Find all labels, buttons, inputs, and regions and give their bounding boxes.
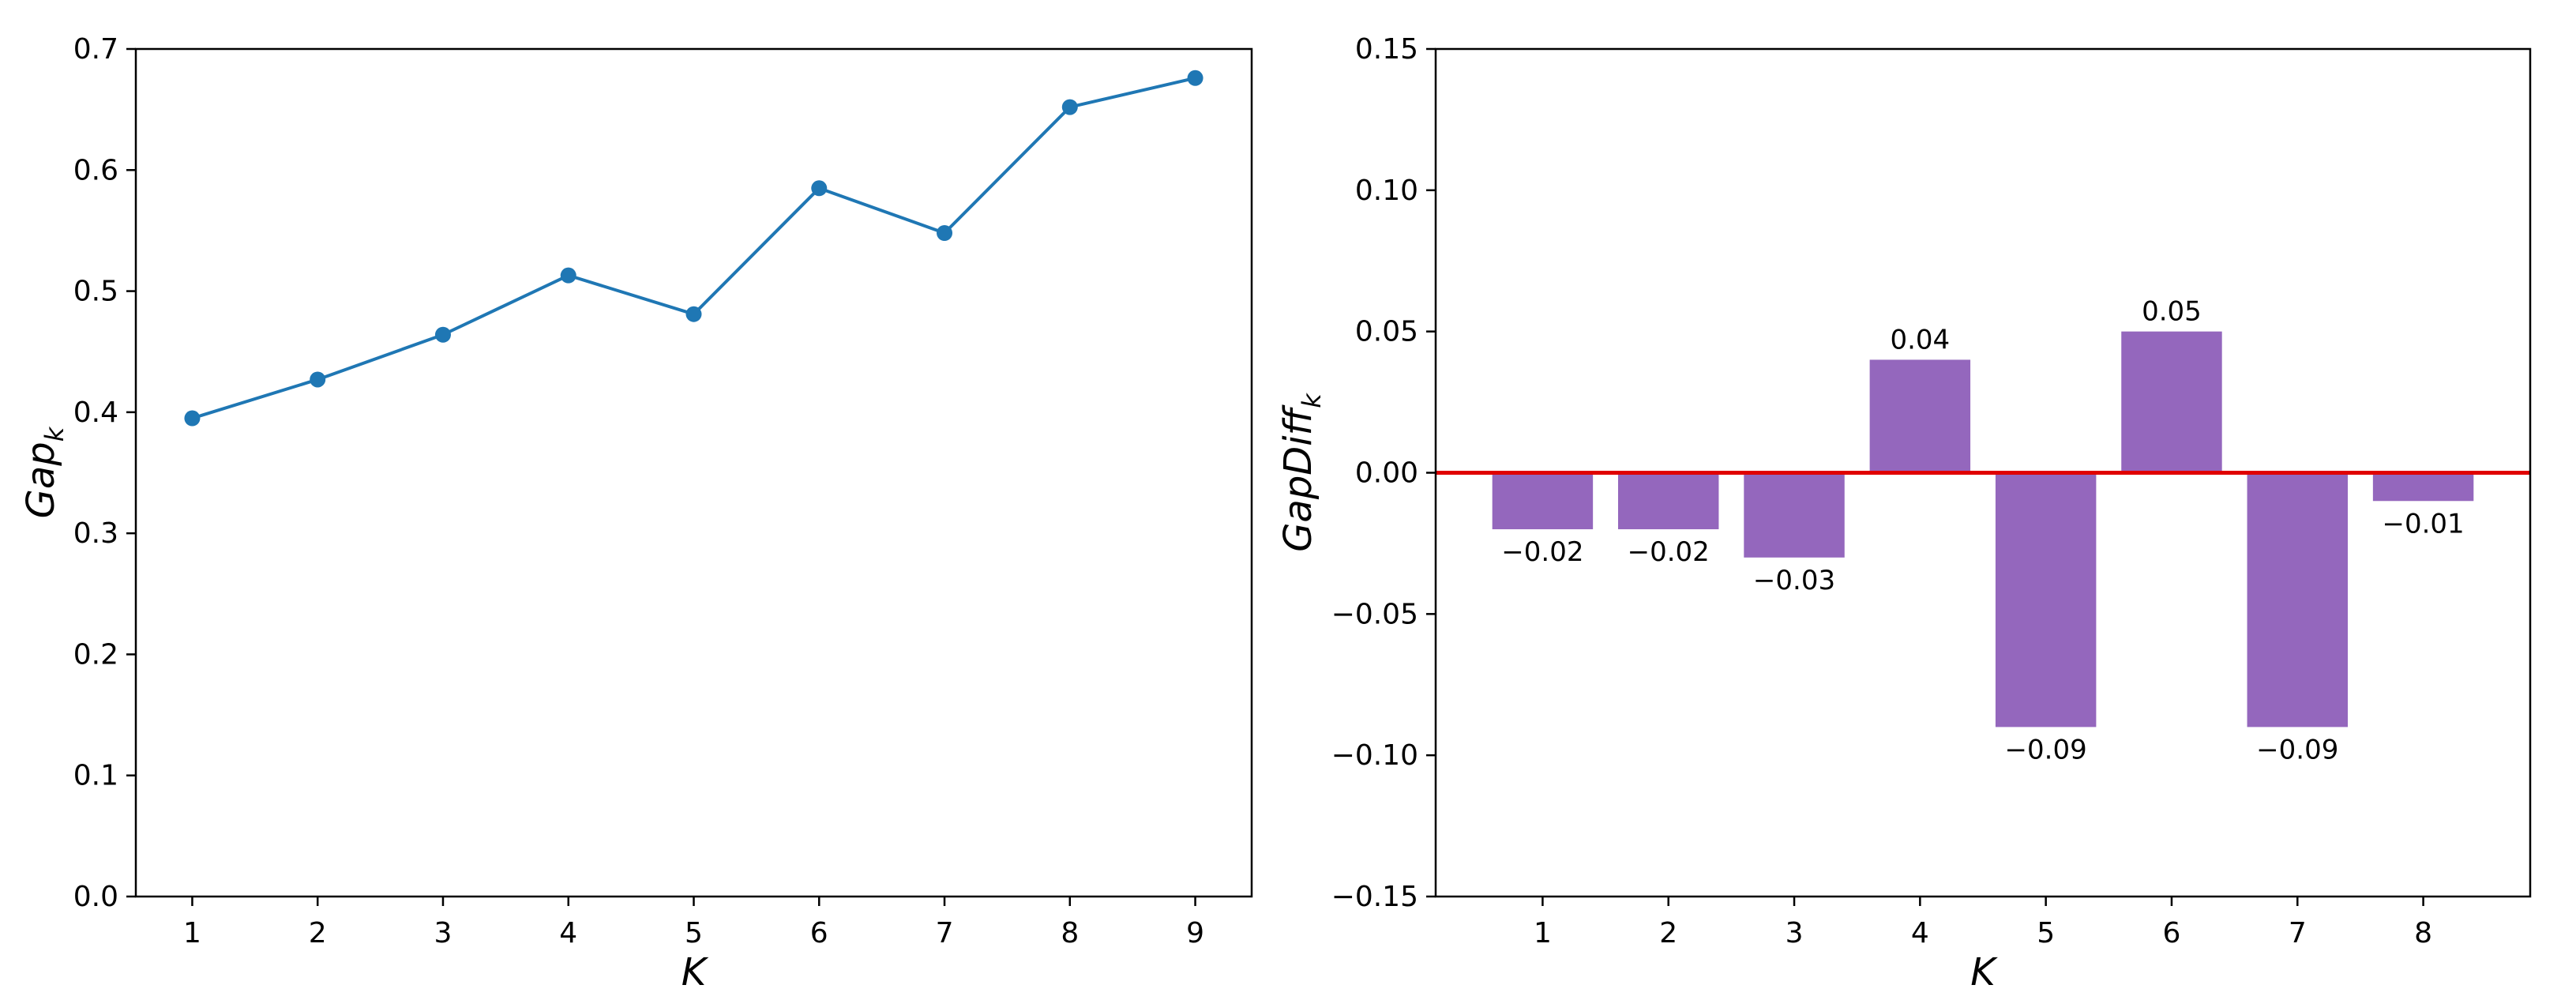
gap-data-point	[1187, 70, 1204, 86]
left-y-tick-label: 0.7	[73, 33, 118, 66]
right-x-tick-label: 2	[1659, 917, 1677, 949]
gap-line-chart: 0.0 0.1 0.2 0.3 0.4 0.5 0.6 0.7 1 2 3 4 5 6 7 8 9 K Gapk	[19, 33, 1253, 994]
right-ticks: −0.15 −0.10 −0.05 0.00 0.05 0.10 0.15 1 2 3 4 5 6 7 8	[1331, 33, 2432, 949]
gapdiff-bar	[1618, 472, 1719, 530]
right-y-tick-label: −0.05	[1331, 598, 1418, 630]
right-x-tick-label: 8	[2414, 917, 2432, 949]
gapdiff-bar	[1492, 472, 1594, 530]
gapdiff-bar	[2121, 331, 2222, 473]
gapdiff-bar	[1869, 359, 1971, 473]
right-y-tick-label: −0.15	[1331, 881, 1418, 913]
right-y-tick-label: 0.10	[1355, 175, 1418, 207]
left-y-tick-label: 0.1	[73, 760, 118, 792]
right-y-tick-label: 0.15	[1355, 33, 1418, 66]
gapdiff-bar	[1744, 472, 1845, 558]
left-x-tick-label: 1	[183, 917, 201, 949]
gapdiff-bar-value-label: −0.09	[2005, 734, 2087, 765]
left-plot-frame	[134, 47, 1253, 898]
right-y-axis-label: GapDiffk	[1276, 393, 1327, 552]
gap-data-point	[434, 326, 451, 343]
gapdiff-bar	[2247, 472, 2348, 727]
left-y-tick-label: 0.4	[73, 397, 118, 429]
left-y-tick-label: 0.3	[73, 517, 118, 550]
gapdiff-bar-value-label: −0.02	[1628, 536, 1710, 568]
left-x-tick-label: 3	[434, 917, 452, 949]
gap-data-point	[560, 267, 576, 284]
gapdiff-bar-value-label: −0.02	[1501, 536, 1583, 568]
left-x-tick-label: 9	[1186, 917, 1204, 949]
left-x-axis-label: K	[682, 950, 709, 994]
gap-data-point	[685, 306, 702, 322]
gap-data-point	[811, 180, 828, 197]
gap-series-line	[191, 76, 1196, 420]
left-ticks: 0.0 0.1 0.2 0.3 0.4 0.5 0.6 0.7 1 2 3 4 5 6 7 8 9	[73, 33, 1204, 949]
gapdiff-bar-value-label: 0.05	[2142, 296, 2202, 328]
left-y-axis-label-subscript: k	[39, 426, 69, 442]
gapdiff-bar-value-label: −0.01	[2382, 508, 2464, 539]
right-x-tick-label: 3	[1786, 917, 1804, 949]
left-x-tick-label: 6	[810, 917, 828, 949]
right-plot-frame	[1434, 47, 2532, 898]
right-y-axis-label-base: GapDiff	[1276, 404, 1320, 551]
left-y-tick-label: 0.5	[73, 276, 118, 308]
right-x-tick-label: 1	[1534, 917, 1552, 949]
gapdiff-bar	[2372, 472, 2474, 502]
right-y-axis-label-subscript: k	[1297, 393, 1327, 408]
left-x-tick-label: 2	[309, 917, 327, 949]
left-y-axis-label: Gapk	[19, 426, 69, 518]
left-y-axis-label-base: Gap	[19, 442, 63, 518]
left-x-tick-label: 7	[936, 917, 954, 949]
right-x-tick-label: 6	[2163, 917, 2181, 949]
right-y-tick-label: −0.10	[1331, 739, 1418, 772]
gapdiff-bar-chart: −0.15−0.10−0.050.000.050.100.151 2 3 4 5 6 7 8 …	[1276, 33, 2532, 994]
left-x-tick-label: 8	[1061, 917, 1079, 949]
right-y-tick-label: 0.00	[1355, 457, 1418, 490]
right-x-tick-label: 4	[1911, 917, 1929, 949]
right-x-tick-label: 7	[2289, 917, 2307, 949]
left-y-tick-label: 0.2	[73, 638, 118, 671]
left-y-tick-label: 0.0	[73, 881, 118, 913]
right-x-axis-label: K	[1970, 950, 1998, 994]
left-y-tick-label: 0.6	[73, 154, 118, 186]
left-plot-marks	[184, 70, 1204, 427]
right-y-tick-label: 0.05	[1355, 316, 1418, 348]
left-x-tick-label: 5	[685, 917, 703, 949]
gapdiff-bar-value-label: −0.03	[1753, 565, 1835, 596]
gap-data-point	[937, 224, 953, 241]
gap-data-point	[1061, 99, 1078, 115]
gap-data-point	[184, 410, 201, 427]
gapdiff-bar	[1995, 472, 2097, 727]
left-x-tick-label: 4	[559, 917, 577, 949]
gap-data-point	[310, 371, 326, 388]
gapdiff-bar-value-label: −0.09	[2256, 734, 2338, 765]
right-x-tick-label: 5	[2037, 917, 2055, 949]
right-plot-marks: −0.02 −0.02 −0.03 0.04 −0.09 0.05 −0.09 −0.01	[1436, 296, 2530, 765]
gapdiff-bar-value-label: 0.04	[1890, 324, 1950, 355]
